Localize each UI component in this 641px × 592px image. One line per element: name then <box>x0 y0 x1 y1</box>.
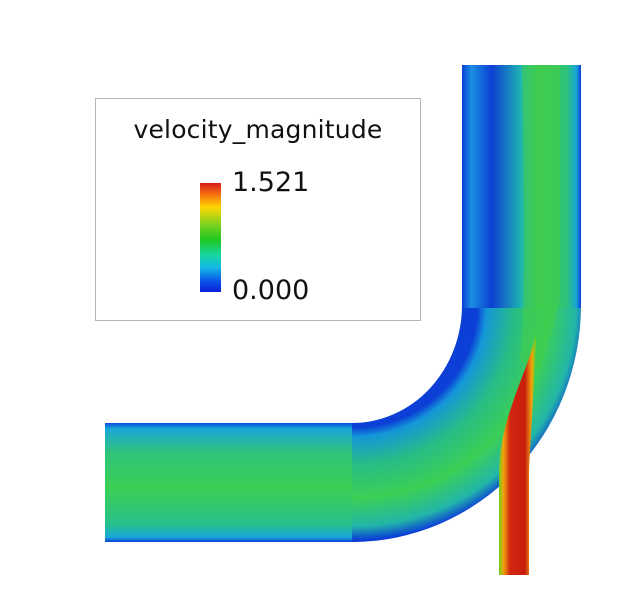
colorbar-legend: velocity_magnitude 1.521 0.000 <box>95 98 421 321</box>
jet-inflow <box>499 335 536 575</box>
pipe-horizontal-section <box>105 423 357 542</box>
legend-max-label: 1.521 <box>232 167 310 198</box>
pipe-bend-section <box>352 305 581 542</box>
colorbar-gradient <box>200 183 221 292</box>
legend-title: velocity_magnitude <box>133 115 383 144</box>
pipe-vertical-section <box>462 65 581 308</box>
legend-min-label: 0.000 <box>232 275 310 306</box>
flow-core-streak <box>520 65 560 370</box>
